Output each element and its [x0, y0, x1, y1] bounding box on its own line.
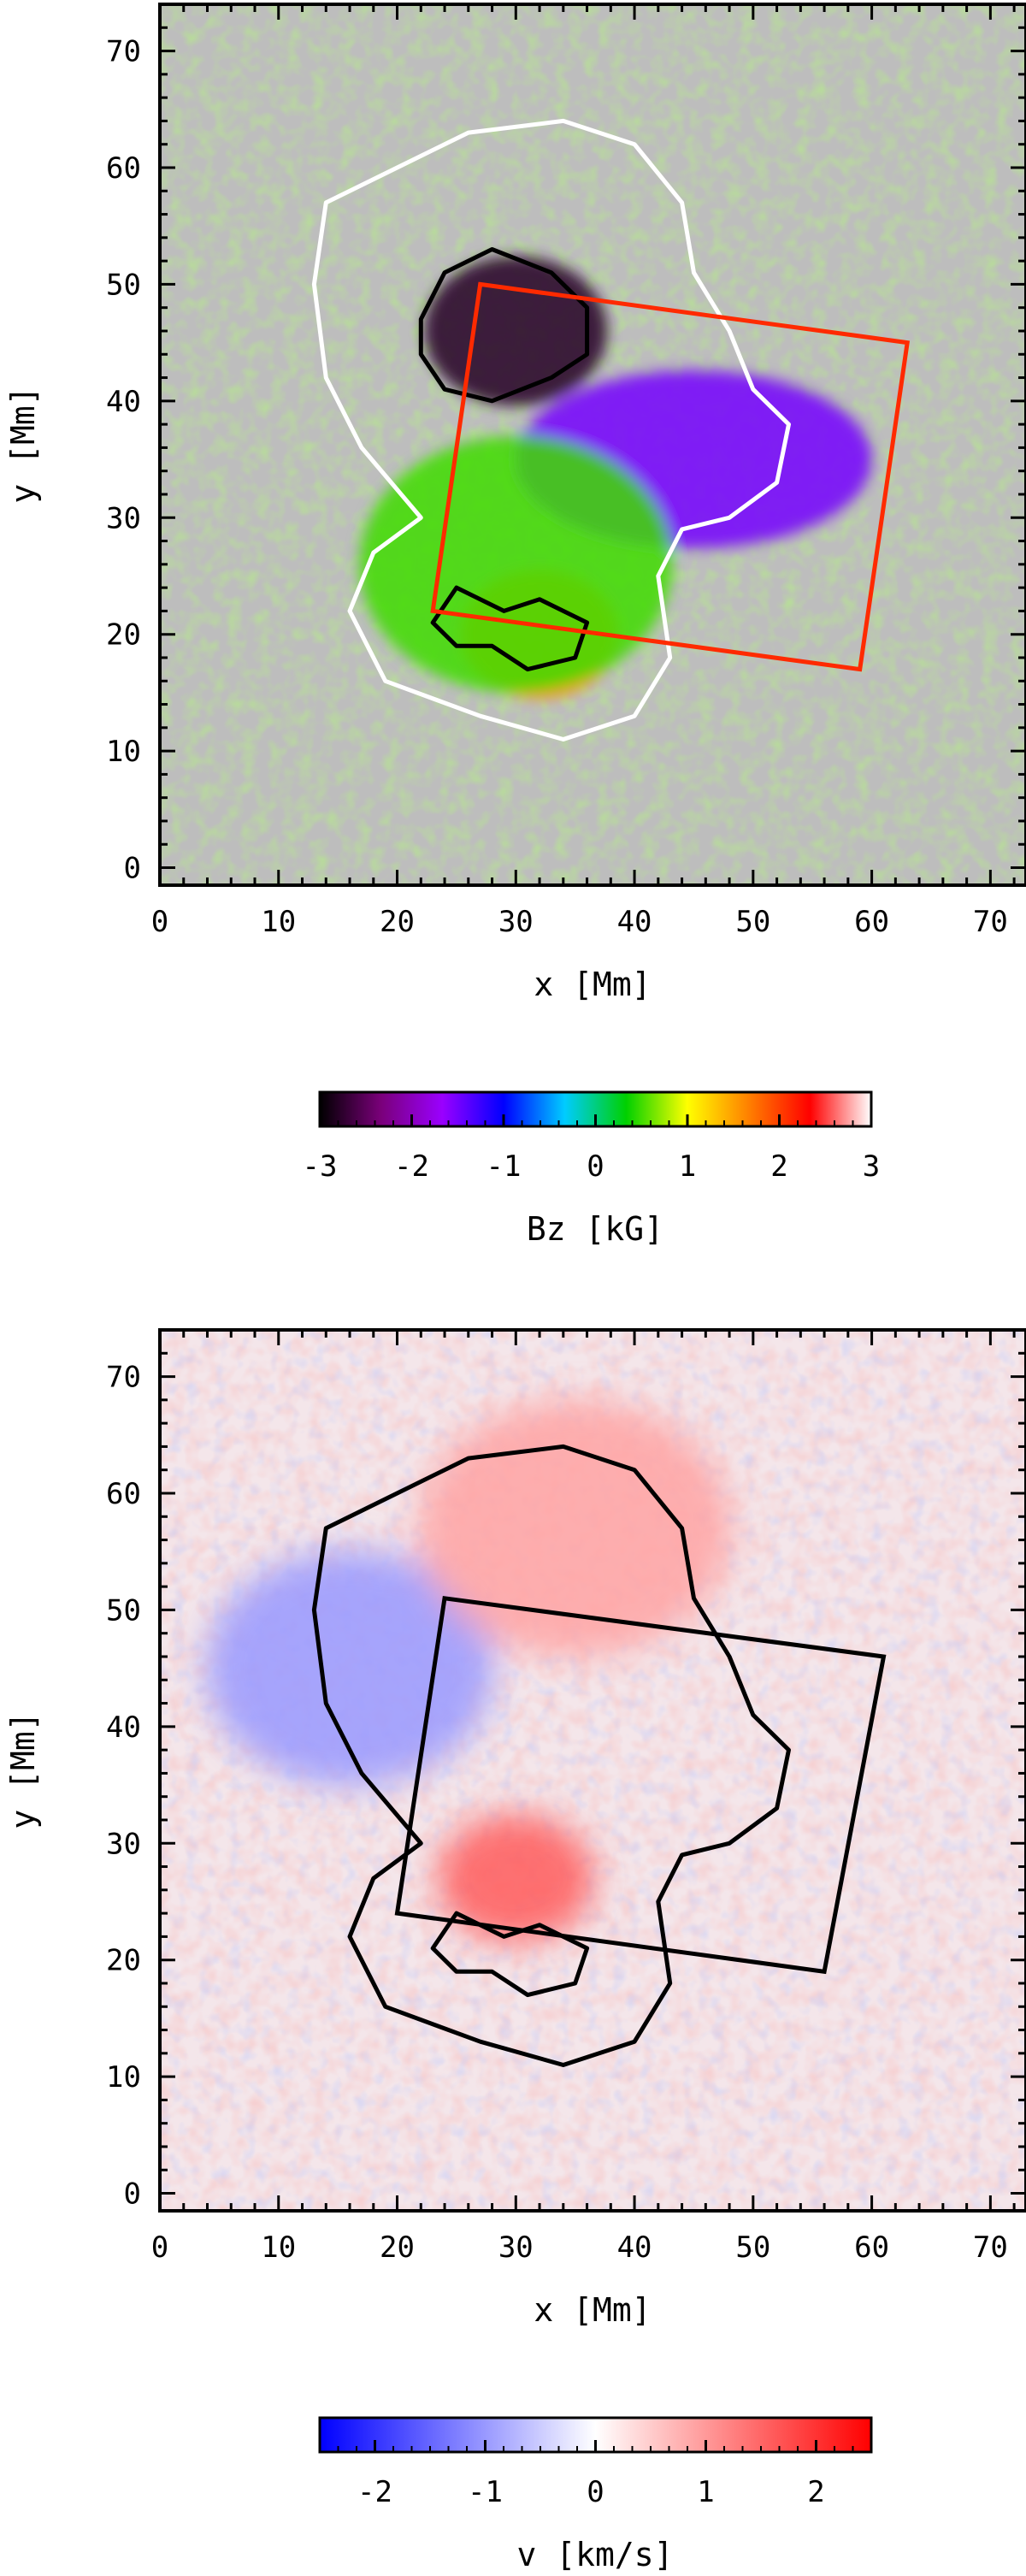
contour-0	[311, 1444, 791, 2067]
x-tick-label: 0	[151, 2230, 168, 2265]
colorbar-tick-label: -1	[468, 2475, 503, 2509]
colorbar-tick-label: 0	[587, 1149, 604, 1184]
y-tick-label: 0	[124, 2177, 141, 2212]
y-tick-label: 50	[106, 268, 141, 302]
y-tick-label: 40	[106, 1710, 141, 1745]
magnetogram-contours	[311, 118, 791, 741]
y-tick-label: 30	[106, 1827, 141, 1861]
colorbar-tick-label: 3	[863, 1149, 880, 1184]
velocity-x-axis-label: x [Mm]	[534, 2291, 651, 2329]
velocity-colorbar-label: v [km/s]	[516, 2536, 673, 2573]
colorbar-tick-label: -2	[357, 2475, 392, 2509]
contour-0	[311, 118, 791, 741]
x-tick-label: 60	[854, 905, 889, 939]
x-tick-label: 70	[973, 905, 1008, 939]
y-tick-label: 40	[106, 385, 141, 419]
magnetogram-selection-box	[430, 281, 911, 672]
colorbar-tick-label: 1	[697, 2475, 714, 2509]
x-tick-label: 0	[151, 905, 168, 939]
x-tick-label: 50	[735, 2230, 770, 2265]
magnetogram-x-axis-label: x [Mm]	[534, 966, 651, 1003]
colorbar-tick-label: 0	[587, 2475, 604, 2509]
x-tick-label: 20	[380, 2230, 415, 2265]
colorbar-tick-label: -2	[394, 1149, 429, 1184]
colorbar-tick-label: 2	[807, 2475, 824, 2509]
colorbar-tick-label: 1	[679, 1149, 696, 1184]
x-tick-label: 10	[261, 905, 296, 939]
colorbar-tick-label: -1	[486, 1149, 522, 1184]
velocity-colorbar-ticks: -2 -1 0 1 2	[319, 2440, 872, 2509]
magnetogram-plot-frame	[158, 3, 1026, 887]
feature-positive-field	[359, 435, 673, 693]
velocity-axes: 0 10 20 30 40 50 60 70 0 10 20 30 40 50 60 70	[106, 1330, 1026, 2265]
x-tick-label: 20	[380, 905, 415, 939]
bz-colorbar-label: Bz [kG]	[527, 1210, 663, 1248]
velocity-image	[160, 1330, 1026, 2211]
x-tick-label: 30	[498, 2230, 534, 2265]
magnetogram-panel: 0 10 20 30 40 50 60 70 0 10 20 30 40 50 60 70 x [Mm] y …	[4, 3, 1026, 1003]
x-tick-label: 60	[854, 2230, 889, 2265]
y-tick-label: 60	[106, 1477, 141, 1511]
y-tick-label: 30	[106, 501, 141, 535]
y-tick-label: 10	[106, 735, 141, 769]
contour-1	[418, 247, 590, 404]
velocity-active-region	[206, 1400, 732, 1943]
y-tick-label: 50	[106, 1593, 141, 1628]
feature-redshift-region	[418, 1400, 732, 1657]
velocity-y-axis-label: y [Mm]	[4, 1711, 42, 1829]
y-tick-label: 70	[106, 35, 141, 69]
colorbar-tick-label: 2	[770, 1149, 787, 1184]
feature-blueshift-region	[206, 1551, 493, 1787]
velocity-plot-frame	[158, 1328, 1026, 2213]
y-tick-label: 70	[106, 1361, 141, 1395]
velocity-selection-box	[394, 1595, 887, 1975]
bz-colorbar-ticks: -3 -2 -1 0 1 2 3	[303, 1114, 880, 1184]
x-tick-label: 40	[617, 905, 652, 939]
velocity-colorbar: -2 -1 0 1 2 v [km/s]	[318, 2416, 873, 2573]
y-tick-label: 20	[106, 618, 141, 653]
y-tick-label: 60	[106, 151, 141, 186]
bz-colorbar: -3 -2 -1 0 1 2 3 Bz [kG]	[303, 1090, 880, 1248]
y-tick-label: 10	[106, 2060, 141, 2094]
magnetogram-y-axis-label: y [Mm]	[4, 386, 42, 503]
x-tick-label: 40	[617, 2230, 652, 2265]
x-tick-label: 30	[498, 905, 534, 939]
contour-2	[430, 585, 590, 672]
colorbar-tick-label: -3	[303, 1149, 338, 1184]
magnetogram-axes: 0 10 20 30 40 50 60 70 0 10 20 30 40 50 60 70	[106, 4, 1026, 939]
x-tick-label: 70	[973, 2230, 1008, 2265]
x-tick-label: 50	[735, 905, 770, 939]
feature-redshift-band	[437, 1814, 594, 1943]
y-tick-label: 0	[124, 852, 141, 886]
feature-negative-umbra	[424, 256, 608, 406]
magnetogram-image	[160, 4, 1026, 885]
velocity-panel: 0 10 20 30 40 50 60 70 0 10 20 30 40 50 60 70 x [Mm] y …	[4, 1328, 1026, 2329]
y-tick-label: 20	[106, 1944, 141, 1978]
x-tick-label: 10	[261, 2230, 296, 2265]
